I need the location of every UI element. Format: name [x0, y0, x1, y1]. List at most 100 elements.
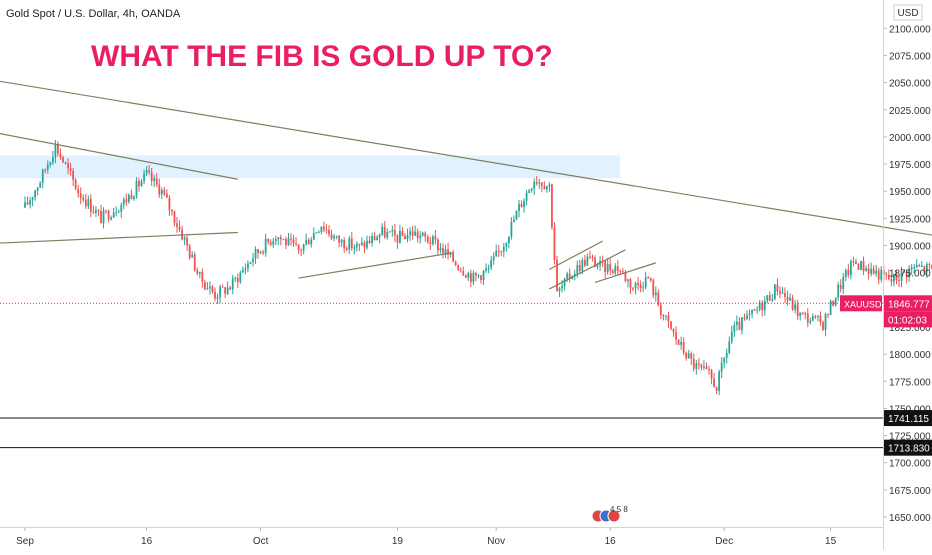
candle-body — [388, 231, 391, 233]
candle-body — [857, 263, 860, 270]
candle-body — [500, 250, 503, 252]
candle-body — [860, 261, 862, 270]
candle-body — [713, 378, 715, 388]
candle-body — [811, 316, 814, 321]
support-line[interactable] — [298, 252, 451, 279]
candle-body — [804, 313, 807, 315]
candle-body — [112, 212, 115, 218]
candle-body — [97, 210, 100, 212]
candle-body — [105, 210, 107, 212]
candle-body — [335, 235, 338, 237]
candle-body — [44, 169, 47, 171]
candle-body — [586, 256, 589, 266]
candle-body — [102, 210, 105, 224]
y-tick-label: 1675.000 — [889, 486, 931, 497]
candle-body — [662, 314, 665, 317]
candle-body — [591, 256, 594, 258]
candle-body — [480, 275, 482, 281]
candle-body — [211, 286, 214, 292]
candle-body — [234, 277, 237, 279]
wedge-lower-line[interactable] — [0, 231, 238, 244]
candle-body — [188, 245, 191, 258]
candle-body — [799, 312, 802, 316]
candle-body — [315, 232, 318, 234]
candle-body — [203, 282, 206, 290]
candle-body — [649, 278, 652, 281]
candle-body — [462, 270, 465, 276]
candle-body — [257, 249, 259, 253]
candle-body — [158, 184, 161, 195]
pattern-lower-line[interactable] — [549, 249, 626, 290]
candle-body — [829, 300, 832, 315]
candle-body — [125, 199, 128, 202]
candle-body — [677, 339, 680, 345]
candle-body — [241, 269, 244, 273]
candle-body — [875, 270, 878, 274]
candle-body — [272, 241, 275, 245]
candle-body — [285, 239, 287, 246]
candle-body — [634, 283, 637, 289]
candle-body — [855, 261, 857, 264]
y-tick-label: 1700.000 — [889, 459, 931, 470]
candle-body — [908, 268, 911, 278]
candle-body — [34, 190, 37, 198]
candle-body — [898, 279, 900, 281]
candle-body — [82, 197, 85, 200]
candle-body — [92, 211, 95, 214]
candle-body — [46, 164, 49, 170]
y-tick-label: 2100.000 — [889, 24, 931, 35]
candle-body — [366, 240, 368, 248]
candle-body — [528, 190, 531, 193]
candle-body — [751, 309, 753, 314]
candle-body — [196, 270, 199, 274]
candle-body — [150, 172, 153, 182]
candle-body — [77, 189, 80, 194]
candle-body — [302, 244, 305, 251]
resistance-zone — [0, 155, 620, 179]
candle-body — [434, 236, 437, 240]
candle-body — [391, 230, 394, 232]
y-tick-label: 1650.000 — [889, 513, 931, 524]
candle-body — [155, 178, 158, 185]
wedge-upper-line[interactable] — [0, 132, 238, 180]
candle-body — [439, 248, 442, 251]
candle-body — [249, 261, 252, 264]
candle-body — [186, 237, 189, 246]
candle-body — [381, 226, 384, 235]
long-trendline[interactable] — [0, 80, 932, 267]
candle-body — [771, 298, 774, 301]
candle-body — [766, 295, 769, 301]
candle-body — [515, 211, 518, 220]
candle-body — [416, 231, 419, 238]
candle-body — [659, 305, 662, 315]
candle-body — [57, 143, 59, 154]
candles-layer — [24, 139, 932, 396]
candle-body — [596, 265, 599, 267]
candle-body — [667, 315, 670, 322]
candle-body — [472, 272, 475, 283]
candle-body — [214, 291, 216, 299]
candle-body — [292, 239, 295, 244]
candle-body — [761, 302, 764, 311]
candle-body — [606, 264, 609, 273]
candle-body — [705, 366, 708, 370]
candle-body — [735, 321, 738, 325]
candle-body — [551, 184, 553, 227]
candle-body — [469, 273, 472, 283]
candle-body — [36, 187, 39, 191]
candle-body — [561, 285, 563, 289]
level-price-label: 1713.830 — [888, 444, 930, 455]
pattern-right-line[interactable] — [594, 262, 656, 283]
candle-body — [290, 238, 292, 240]
economic-events-badge[interactable]: 4 5 8 — [591, 505, 628, 523]
candle-body — [386, 232, 389, 238]
candle-body — [776, 284, 779, 292]
candle-body — [538, 182, 541, 184]
y-tick-label: 1775.000 — [889, 377, 931, 388]
pattern-upper-line[interactable] — [549, 240, 603, 270]
candle-body — [700, 364, 703, 368]
candle-body — [51, 157, 54, 163]
candle-body — [72, 171, 75, 180]
